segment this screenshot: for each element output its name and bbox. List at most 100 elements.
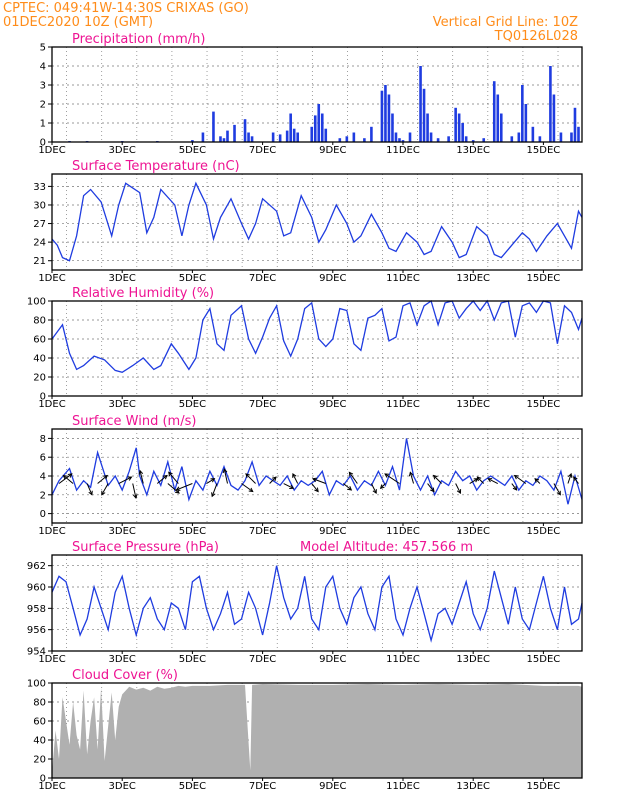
wind-arrow-head [138,469,144,475]
surface-temperature-title: Surface Temperature (nC) [72,159,240,174]
precip-bar [464,136,468,142]
precip-bar [426,113,429,142]
precip-bar [521,85,524,142]
surface-pressure-series-line [51,565,583,643]
wind-arrow-head [567,472,573,478]
wind-arrow-shaft [223,469,228,484]
precip-bar [324,128,328,142]
wind-arrow-shaft [167,483,180,494]
cloud-cover-panel: Cloud Cover (%) 0 20 40 60 80 100 1DEC 3DEC 5DEC 7… [27,668,583,792]
wind-arrow-shaft [455,483,461,494]
wind-arrow-head [101,490,106,496]
wind-arrow [168,471,179,484]
wind-arrow [311,483,319,493]
x-tick-label: 11DEC [386,654,420,665]
precipitation-title: Precipitation (mm/h) [72,32,205,47]
wind-arrow-shaft [101,483,109,495]
x-tick-label: 11DEC [386,273,420,284]
y-tick-label: 2 [40,490,46,501]
precip-bar [538,136,542,142]
wind-arrow-head [512,485,518,491]
x-tick-label: 5DEC [179,654,206,665]
x-tick-label: 9DEC [319,781,346,792]
wind-arrow [511,483,518,491]
wind-arrow-shaft [384,473,400,484]
x-tick-label: 13DEC [456,781,490,792]
x-tick-label: 13DEC [456,145,490,156]
wind-arrow-head [248,487,254,493]
precip-bar [549,66,552,142]
x-tick-label: 13DEC [456,273,490,284]
precip-bar [250,136,254,142]
wind-arrow [97,474,109,484]
y-tick-label: 40 [33,736,46,747]
wind-arrow-head [556,490,561,496]
precip-bar [457,113,461,142]
wind-arrow [206,478,216,484]
wind-arrow-head [384,473,390,478]
y-tick-label: 5 [40,43,46,54]
x-tick-label: 1DEC [38,654,65,665]
x-tick-label: 5DEC [179,526,206,537]
wind-arrow [513,474,527,484]
precip-bar [398,138,401,142]
precip-bar [191,140,194,142]
wind-arrow-shaft [433,475,442,484]
wind-arrow-shaft [573,476,579,484]
wind-arrow-head [210,478,216,483]
y-tick-label: 4 [40,62,46,73]
y-tick-label: 6 [40,453,46,464]
y-tick-label: 100 [27,297,46,308]
precip-bar [313,115,317,142]
wind-arrow-shaft [63,475,74,484]
wind-arrow [101,483,109,496]
wind-arrow [534,477,541,484]
x-tick-label: 7DEC [249,654,276,665]
y-tick-label: 60 [33,717,46,728]
x-tick-label: 9DEC [319,145,346,156]
wind-arrow-head [476,476,482,482]
wind-arrow [245,473,256,484]
wind-arrow [379,483,386,490]
x-tick-label: 3DEC [109,526,136,537]
wind-arrow-head [211,492,216,498]
wind-arrow-shaft [132,483,137,499]
wind-arrow-shaft [469,478,478,484]
wind-arrow-shaft [241,483,254,492]
wind-arrow-head [62,474,68,480]
wind-arrow [86,483,93,496]
precip-bar [496,94,500,142]
precip-bar [408,132,412,142]
x-tick-label: 15DEC [527,654,561,665]
wind-arrow [222,468,228,484]
x-tick-label: 5DEC [179,145,206,156]
x-tick-label: 1DEC [38,273,65,284]
precip-bar [573,107,577,142]
precip-bar [345,136,349,142]
precip-bar [292,128,296,142]
precip-bar [436,138,440,142]
wind-arrow-shaft [427,483,435,492]
surface-wind-title: Surface Wind (m/s) [72,414,196,429]
x-tick-label: 5DEC [179,781,206,792]
surface-temperature-panel: Surface Temperature (nC) 21 24 27 30 33 1DEC 3D… [33,159,583,284]
relative-humidity-title: Relative Humidity (%) [72,286,214,301]
precip-bar [363,138,366,142]
y-tick-label: 2 [40,100,46,111]
cloud-cover-title: Cloud Cover (%) [72,668,178,683]
wind-arrow [487,478,498,484]
wind-arrow-head [408,471,414,477]
wind-arrow [292,472,299,484]
precip-bar [391,113,394,142]
x-tick-label: 9DEC [319,399,346,410]
wind-arrow-head [311,477,318,483]
wind-arrow [138,469,144,484]
x-tick-label: 7DEC [249,273,276,284]
precip-bar [243,119,247,142]
wind-arrow [167,483,180,494]
wind-arrow-shaft [370,483,377,494]
x-tick-label: 11DEC [386,145,420,156]
wind-arrow [476,476,485,484]
panels: Precipitation (mm/h) 0 1 2 3 4 5 1DEC 3DEC 5DEC 7D… [27,32,583,792]
wind-arrow-shaft [343,483,352,491]
